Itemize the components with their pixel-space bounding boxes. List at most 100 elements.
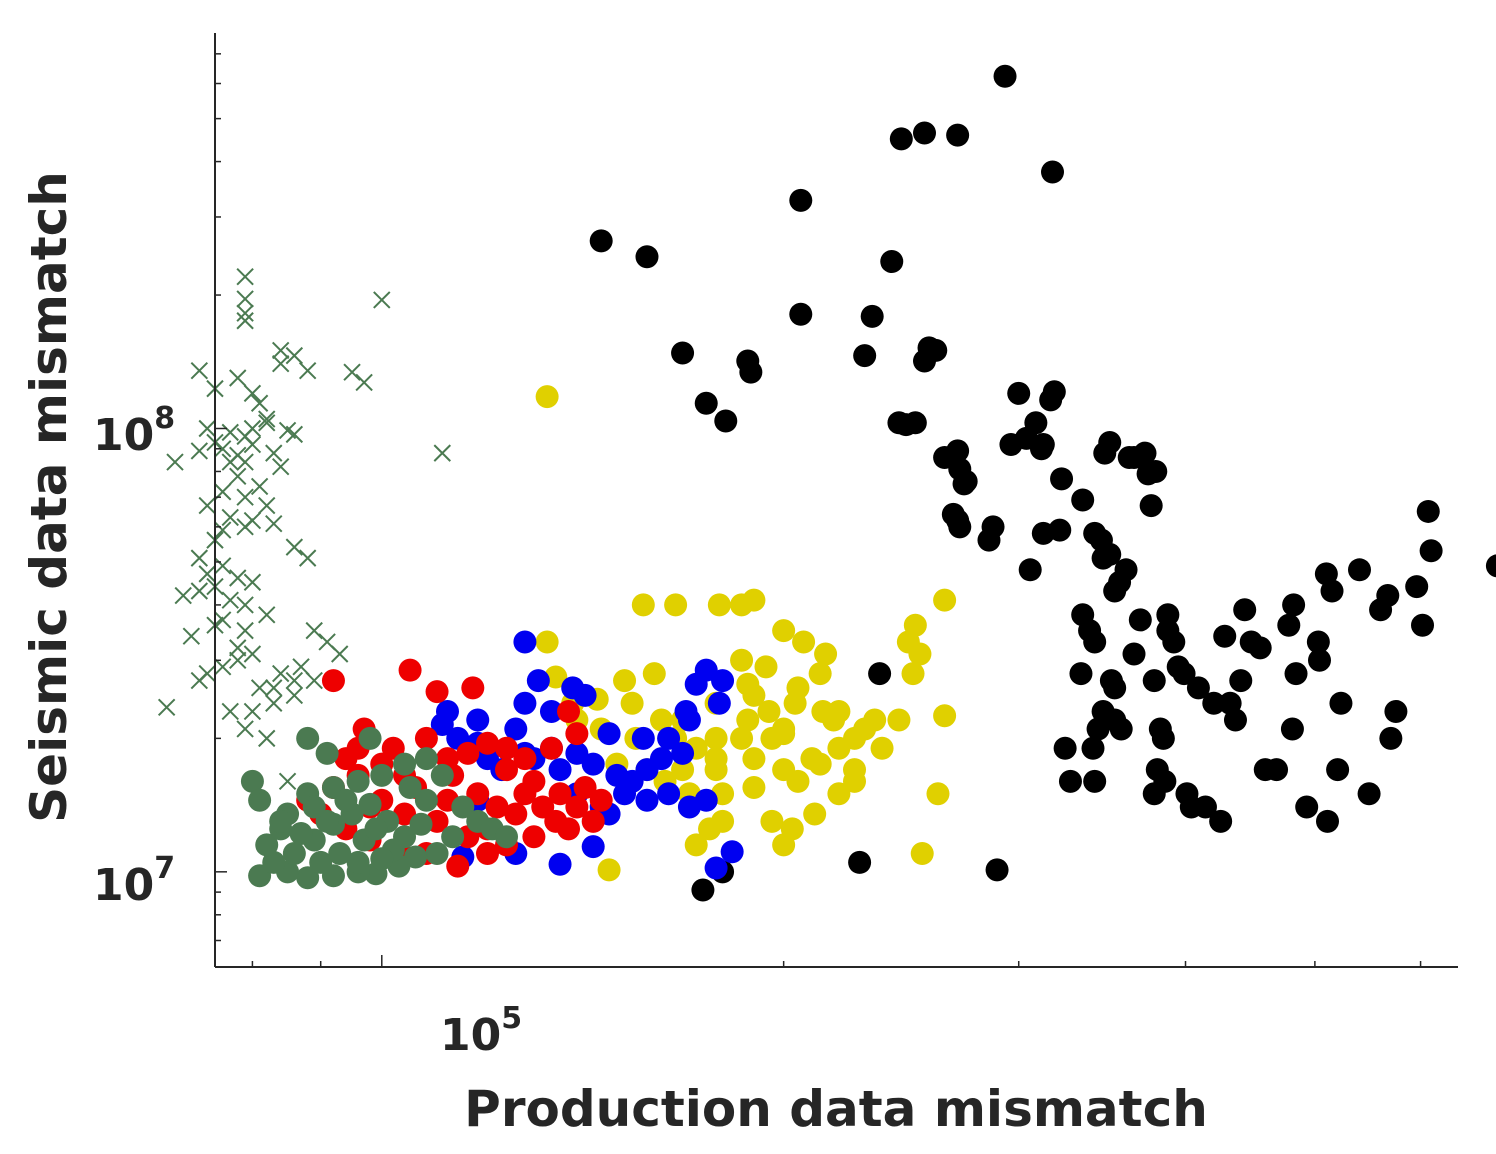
data-point <box>573 683 597 707</box>
y-tick-label-1e7: 107 <box>93 851 175 911</box>
data-point <box>933 588 957 612</box>
data-point-x-marker <box>236 518 254 536</box>
data-point-x-marker <box>271 664 290 683</box>
data-point <box>1156 603 1180 627</box>
data-point-x-marker <box>157 698 176 717</box>
data-point <box>565 741 589 765</box>
data-point <box>346 769 370 793</box>
data-point <box>495 758 519 782</box>
data-point-x-marker <box>213 611 232 629</box>
data-point-x-marker <box>258 606 276 624</box>
data-point <box>605 763 629 787</box>
data-point <box>441 825 465 849</box>
data-point <box>649 708 673 732</box>
data-point <box>704 856 728 880</box>
data-point-x-marker <box>190 671 209 690</box>
data-point <box>557 817 581 841</box>
data-point <box>985 858 1009 882</box>
data-point <box>1186 676 1210 700</box>
data-point <box>504 802 528 826</box>
data-point-x-marker <box>265 514 283 533</box>
data-point <box>1109 717 1133 741</box>
data-point <box>642 662 666 686</box>
data-point <box>707 593 731 617</box>
data-point-x-marker <box>190 582 209 600</box>
data-point <box>573 775 597 799</box>
data-point <box>504 717 528 741</box>
data-point <box>1050 467 1074 491</box>
data-point <box>843 769 867 793</box>
data-point <box>772 619 796 643</box>
data-point <box>631 593 655 617</box>
data-point <box>269 809 293 833</box>
data-point <box>1277 613 1301 637</box>
data-point <box>1031 433 1055 457</box>
data-point <box>425 841 449 865</box>
data-point <box>565 795 589 819</box>
data-point <box>461 676 485 700</box>
series-0 <box>589 64 1496 902</box>
data-point <box>908 642 932 666</box>
data-point <box>1142 782 1166 806</box>
data-point <box>903 613 927 637</box>
data-point <box>522 825 546 849</box>
data-point-x-marker <box>250 679 269 697</box>
data-point-x-marker <box>258 410 276 428</box>
data-point <box>714 409 738 433</box>
data-point <box>1151 726 1175 750</box>
data-point <box>917 336 941 360</box>
data-point-x-marker <box>221 702 239 721</box>
data-point <box>739 360 763 384</box>
data-point <box>414 788 438 812</box>
data-point-x-marker <box>305 671 323 690</box>
data-point <box>1265 758 1289 782</box>
data-point <box>671 741 695 765</box>
data-point-x-marker <box>182 627 201 645</box>
data-point <box>860 304 884 328</box>
data-point <box>1357 782 1381 806</box>
axis-ticks <box>215 53 1422 967</box>
data-point <box>863 708 887 732</box>
data-point <box>704 726 728 750</box>
data-point-x-marker <box>213 440 232 458</box>
data-point-x-marker <box>213 658 232 676</box>
data-point-x-marker <box>236 596 254 614</box>
data-point <box>1053 736 1077 760</box>
data-point <box>772 722 796 746</box>
data-point <box>977 528 1001 552</box>
data-point <box>544 665 568 689</box>
data-point <box>1069 662 1093 686</box>
y-tick-label-1e8: 108 <box>93 401 175 461</box>
data-point-x-marker <box>243 702 262 721</box>
data-point <box>1083 630 1107 654</box>
data-point <box>754 655 778 679</box>
data-point <box>1376 584 1400 608</box>
data-point-x-marker <box>265 679 283 697</box>
data-point <box>1128 608 1152 632</box>
data-point <box>993 64 1017 88</box>
data-point <box>513 782 537 806</box>
data-point <box>952 472 976 496</box>
data-point <box>757 699 781 723</box>
data-point <box>1041 160 1065 184</box>
data-point-x-marker <box>198 496 216 515</box>
data-point <box>1314 562 1338 586</box>
data-point <box>589 788 613 812</box>
data-point-x-marker <box>229 467 247 486</box>
data-point <box>1007 381 1031 405</box>
data-point <box>736 672 760 696</box>
data-point-x-marker <box>221 423 239 442</box>
data-point <box>933 704 957 728</box>
data-point <box>789 188 813 212</box>
data-point <box>671 758 695 782</box>
x-axis-title: Production data mismatch <box>464 1080 1208 1138</box>
data-point <box>1083 521 1107 545</box>
data-point <box>513 747 537 771</box>
data-point <box>446 854 470 878</box>
data-point-x-marker <box>236 453 254 471</box>
data-point <box>393 752 417 776</box>
data-point-x-marker <box>221 508 239 527</box>
data-point-x-marker <box>243 435 262 454</box>
data-point <box>760 809 784 833</box>
data-point-x-marker <box>236 621 254 640</box>
